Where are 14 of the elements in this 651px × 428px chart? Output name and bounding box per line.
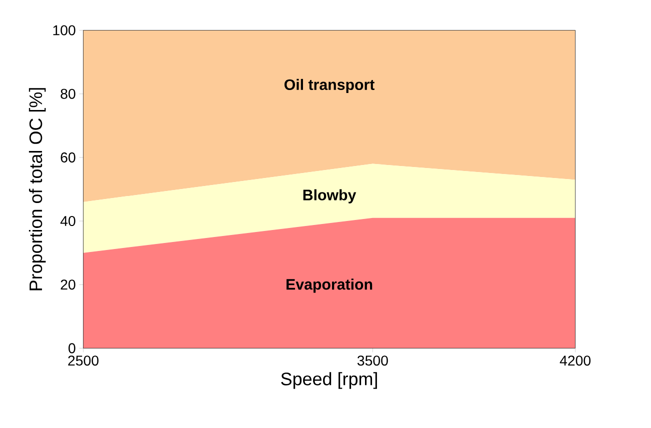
- series-label: Oil transport: [284, 79, 375, 94]
- x-tick-label: 3500: [357, 356, 388, 366]
- x-axis-title: Speed [rpm]: [281, 372, 377, 390]
- x-tick-label: 4200: [560, 356, 591, 366]
- y-tick-label: 40: [60, 216, 76, 226]
- x-tick-label: 2500: [68, 356, 98, 366]
- y-tick-label: 20: [60, 280, 76, 290]
- y-tick-label: 80: [60, 88, 76, 100]
- series-label: Evaporation: [286, 278, 372, 293]
- y-tick-label: 0: [68, 343, 76, 354]
- series-label: Blowby: [303, 189, 356, 204]
- y-axis-title: Proportion of total OC [%]: [28, 88, 46, 290]
- y-tick-label: 60: [60, 152, 76, 163]
- y-tick-label: 100: [53, 25, 76, 36]
